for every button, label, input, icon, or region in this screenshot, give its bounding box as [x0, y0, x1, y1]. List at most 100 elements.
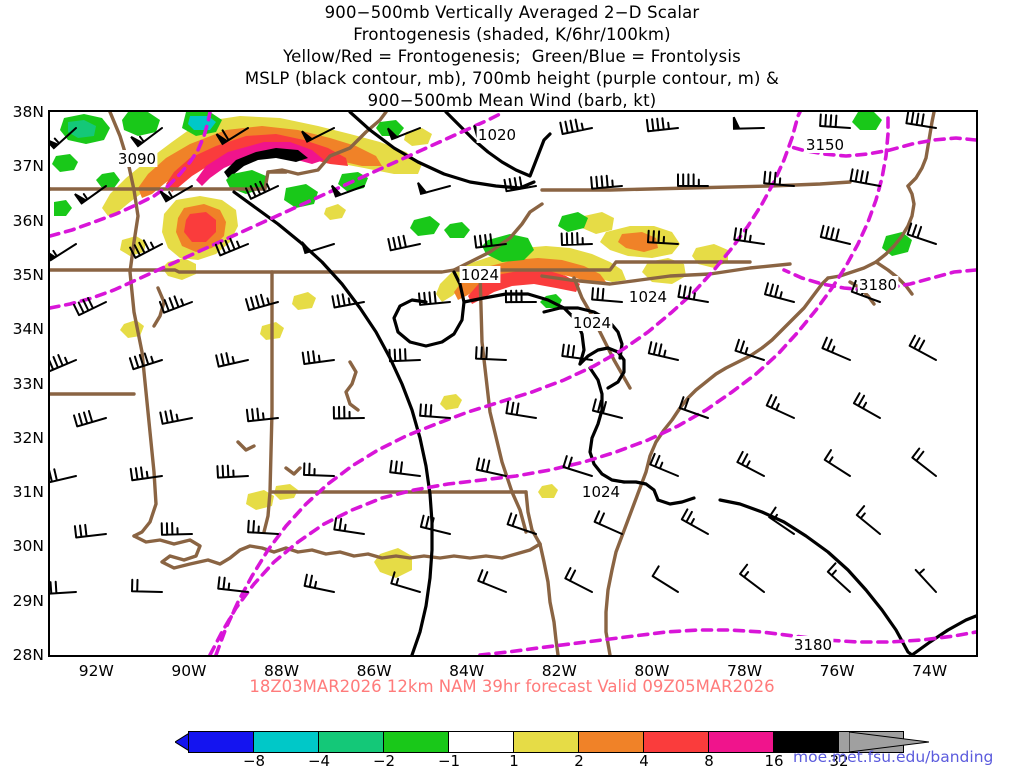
colorbar-tick-8: 16 — [764, 752, 784, 770]
map-canvas: 1020 1024 1024 1024 1024 3090 3150 3180 3180 — [50, 112, 976, 655]
wind-barb — [128, 352, 163, 371]
title-line-1: 900−500mb Vertically Averaged 2−D Scalar — [324, 3, 700, 22]
y-tick-35N: 35N — [12, 265, 44, 284]
wind-barb — [389, 459, 421, 477]
y-tick-38N: 38N — [12, 103, 44, 121]
wind-barb — [914, 568, 937, 593]
wind-barb — [821, 336, 851, 361]
shading-region-4 — [224, 148, 308, 178]
y-tick-37N: 37N — [12, 157, 44, 176]
colorbar-cell-1[interactable] — [253, 731, 319, 753]
wind-barb — [733, 227, 765, 245]
wind-barb — [736, 450, 765, 477]
shading-region-28 — [436, 246, 626, 302]
colorbar-tick-0: −8 — [242, 752, 266, 770]
title-line-2: Frontogenesis (shaded, K/6hr/100km) — [353, 25, 671, 44]
wind-barb — [906, 222, 937, 245]
wind-barb — [131, 578, 163, 593]
site-watermark: moe.met.fsu.edu/banding — [793, 748, 994, 766]
colorbar-cell-5[interactable] — [513, 731, 579, 753]
wind-barb — [390, 571, 421, 593]
y-tick-31N: 31N — [12, 483, 44, 502]
x-tick-76W: 76W — [819, 662, 855, 680]
colorbar-cell-4[interactable] — [448, 731, 514, 753]
wind-barb — [158, 295, 193, 314]
wind-barb — [649, 452, 679, 477]
wind-barb — [417, 182, 451, 196]
shading-region-26 — [410, 216, 440, 236]
shading-region-41 — [852, 112, 882, 130]
wind-barb — [591, 287, 623, 303]
y-tick-30N: 30N — [12, 537, 44, 556]
colorbar-cell-6[interactable] — [578, 731, 644, 753]
title-line-4: MSLP (black contour, mb), 700mb height (… — [244, 69, 780, 88]
colorbar-cell-2[interactable] — [318, 731, 384, 753]
svg-text:3150: 3150 — [806, 136, 844, 154]
shading-region-22 — [52, 154, 78, 172]
wind-barb — [908, 334, 937, 361]
wind-barb — [215, 352, 249, 368]
wind-barb — [475, 346, 507, 361]
wind-barb — [645, 117, 679, 133]
mslp-label: 1024 — [627, 288, 669, 306]
wind-barb — [418, 290, 451, 306]
wind-barb — [130, 127, 163, 148]
y-tick-32N: 32N — [12, 428, 44, 447]
colorbar-cell-3[interactable] — [383, 731, 449, 753]
x-tick-80W: 80W — [634, 662, 670, 680]
shading-region-12 — [292, 292, 316, 310]
colorbar-tick-7: 8 — [704, 752, 714, 770]
wind-barb — [819, 113, 851, 129]
wind-barb — [732, 116, 765, 130]
map-plot-area[interactable]: 1020 1024 1024 1024 1024 3090 3150 3180 3180 — [48, 110, 978, 657]
wind-barb — [160, 522, 193, 536]
wind-barb — [50, 580, 77, 595]
y-tick-28N: 28N — [12, 646, 44, 664]
shading-region-34 — [692, 244, 728, 268]
shading-region-42 — [246, 490, 274, 510]
colorbar-cell-8[interactable] — [708, 731, 774, 753]
y-tick-36N: 36N — [12, 211, 44, 230]
wind-barb — [129, 239, 163, 259]
wind-barb — [765, 394, 795, 419]
svg-text:1024: 1024 — [629, 288, 667, 306]
shading-region-0 — [102, 116, 422, 216]
wind-barb — [559, 118, 593, 135]
wind-barb — [159, 409, 193, 425]
wind-barb — [330, 184, 365, 198]
svg-text:1020: 1020 — [478, 126, 516, 144]
contour-labels: 1020 1024 1024 1024 1024 3090 3150 3180 3180 — [116, 126, 899, 654]
wind-barb — [905, 112, 937, 129]
---mb-height-label: 3150 — [804, 136, 846, 154]
wind-barb — [50, 127, 77, 150]
svg-text:3180: 3180 — [859, 276, 897, 294]
colorbar-tick-3: −1 — [437, 752, 461, 770]
wind-barb — [332, 405, 365, 420]
wind-barb — [591, 398, 623, 419]
wind-barb — [214, 237, 249, 257]
wind-barb — [849, 168, 881, 187]
wind-barb — [504, 289, 537, 304]
shading-region-36 — [482, 234, 534, 262]
wind-barb — [823, 449, 851, 477]
x-tick-84W: 84W — [449, 662, 485, 680]
y-tick-29N: 29N — [12, 591, 44, 610]
colorbar-tick-6: 4 — [639, 752, 649, 770]
x-tick-74W: 74W — [912, 662, 948, 680]
wind-barbs — [50, 112, 937, 595]
colorbar-cell-0[interactable] — [188, 731, 254, 753]
mslp-label: 1020 — [476, 126, 518, 144]
wind-barb — [386, 127, 421, 141]
wind-barb — [764, 282, 795, 303]
wind-barb — [303, 573, 335, 593]
x-tick-88W: 88W — [263, 662, 300, 680]
chart-title-block: 900−500mb Vertically Averaged 2−D Scalar… — [0, 2, 1024, 112]
wind-barb — [215, 127, 249, 146]
colorbar-tick-1: −4 — [307, 752, 331, 770]
mslp-label: 1024 — [580, 483, 622, 501]
colorbar-cell-7[interactable] — [643, 731, 709, 753]
frontogenesis-shading — [52, 112, 912, 578]
y-tick-33N: 33N — [12, 374, 44, 393]
wind-barb — [763, 170, 795, 187]
